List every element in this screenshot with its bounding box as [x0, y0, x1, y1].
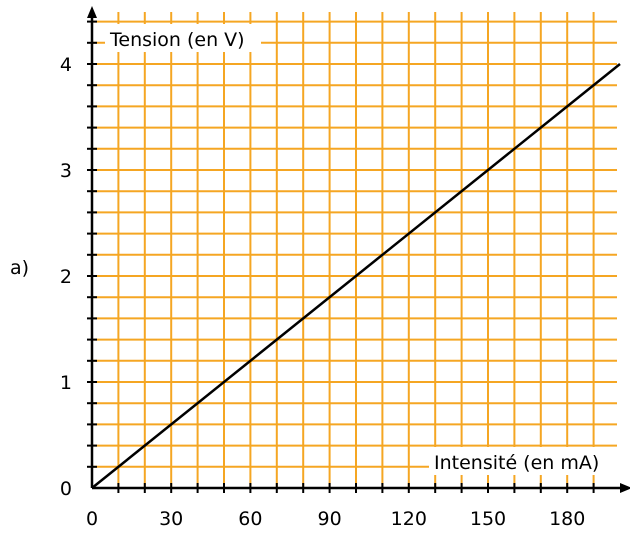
- y-axis-label: Tension (en V): [109, 29, 245, 51]
- grid: [92, 12, 617, 488]
- ticks: 0 30 60 90 120 150 180 0 1 2 3 4: [60, 20, 595, 530]
- x-tick-label: 150: [470, 508, 506, 530]
- series: [91, 63, 621, 489]
- y-tick-label: 3: [60, 160, 72, 182]
- y-tick-label: 1: [60, 372, 72, 394]
- y-axis-label-background: [105, 24, 261, 52]
- x-tick-label: 0: [86, 508, 98, 530]
- y-tick-label: 2: [60, 266, 72, 288]
- x-tick-label: 60: [238, 508, 262, 530]
- y-tick-label: 4: [60, 54, 72, 76]
- x-tick-label: 120: [391, 508, 427, 530]
- x-axis-arrow-icon: [620, 483, 630, 493]
- y-axis-arrow-icon: [87, 6, 97, 18]
- x-axis-label: Intensité (en mA): [434, 452, 599, 474]
- x-axis-label-background: [429, 447, 619, 475]
- series-line: [91, 63, 621, 489]
- x-tick-label: 180: [549, 508, 585, 530]
- y-tick-label: 0: [60, 478, 72, 500]
- axes: [87, 6, 630, 493]
- panel-label: a): [10, 257, 29, 279]
- x-tick-label: 90: [318, 508, 342, 530]
- x-tick-label: 30: [159, 508, 183, 530]
